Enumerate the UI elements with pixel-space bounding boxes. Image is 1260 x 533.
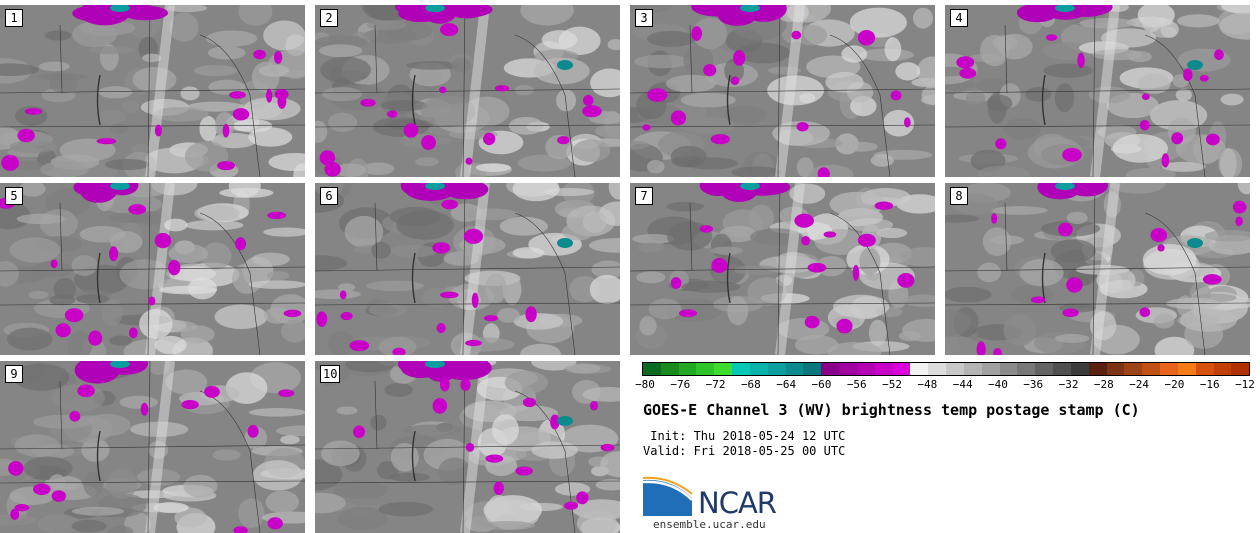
colorbar-swatch (981, 363, 1000, 375)
colorbar-swatch (1124, 363, 1143, 375)
logo-text: NCAR (698, 486, 777, 520)
colorbar-swatch (714, 363, 733, 375)
wv-map-3 (630, 5, 935, 177)
init-time: Init: Thu 2018-05-24 12 UTC (643, 429, 846, 443)
wv-map-7 (630, 183, 935, 355)
wv-map-1 (0, 5, 305, 177)
colorbar-tick-label: −44 (952, 378, 973, 391)
colorbar-tick-label: −48 (917, 378, 938, 391)
colorbar-swatch (839, 363, 857, 375)
colorbar-swatch (1035, 363, 1054, 375)
colorbar-swatch (963, 363, 982, 375)
colorbar-tick-label: −56 (846, 378, 867, 391)
colorbar-swatch (749, 363, 768, 375)
colorbar-tick-label: −20 (1164, 378, 1185, 391)
panel-label-1: 1 (5, 9, 23, 27)
colorbar-swatch (1177, 363, 1196, 375)
colorbar-tick-label: −68 (740, 378, 761, 391)
colorbar-tick-label: −76 (670, 378, 691, 391)
forecast-panel-6: 6 (315, 183, 620, 355)
colorbar-swatch (874, 363, 893, 375)
forecast-panel-2: 2 (315, 5, 620, 177)
colorbar-tick-label: −72 (705, 378, 726, 391)
colorbar-swatch (767, 363, 786, 375)
ncar-logo-icon (642, 476, 693, 516)
panel-label-6: 6 (320, 187, 338, 205)
forecast-panel-3: 3 (630, 5, 935, 177)
colorbar-swatch (643, 363, 661, 375)
panel-label-3: 3 (635, 9, 653, 27)
colorbar-swatch (660, 363, 679, 375)
panel-label-9: 9 (5, 365, 23, 383)
colorbar-swatch (696, 363, 715, 375)
colorbar-tick-label: −64 (776, 378, 797, 391)
colorbar-tick-label: −16 (1199, 378, 1220, 391)
colorbar-swatch (1142, 363, 1161, 375)
colorbar-swatch (803, 363, 822, 375)
wv-map-6 (315, 183, 620, 355)
forecast-panel-5: 5 (0, 183, 305, 355)
colorbar-swatch (910, 363, 929, 375)
colorbar-tick-label: −28 (1093, 378, 1114, 391)
colorbar-swatch (856, 363, 875, 375)
colorbar-tick-label: −60 (811, 378, 832, 391)
forecast-panel-1: 1 (0, 5, 305, 177)
colorbar-swatch (1160, 363, 1178, 375)
colorbar-tick-label: −36 (1023, 378, 1044, 391)
colorbar-tick-label: −52 (882, 378, 902, 391)
colorbar-swatch (1017, 363, 1036, 375)
colorbar-swatch (821, 363, 840, 375)
colorbar-swatch (1053, 363, 1071, 375)
colorbar-swatch (1070, 363, 1089, 375)
valid-time: Valid: Fri 2018-05-25 00 UTC (643, 444, 846, 458)
colorbar-swatch (785, 363, 804, 375)
forecast-panel-9: 9 (0, 361, 305, 533)
logo-url: ensemble.ucar.edu (653, 518, 766, 531)
panel-label-8: 8 (950, 187, 968, 205)
panel-label-7: 7 (635, 187, 653, 205)
panel-label-5: 5 (5, 187, 23, 205)
wv-map-4 (945, 5, 1250, 177)
colorbar-swatch (928, 363, 947, 375)
colorbar-swatch (1106, 363, 1125, 375)
colorbar-swatch (1088, 363, 1107, 375)
colorbar-tick-label: −40 (988, 378, 1008, 391)
wv-map-8 (945, 183, 1250, 355)
wv-map-10 (315, 361, 620, 533)
colorbar-tick-label: −12 (1235, 378, 1255, 391)
panel-label-2: 2 (320, 9, 338, 27)
colorbar-ticks: −80 −76 −72 −68 −64 −60 −56 −52 −48 −44 −40 −36 −32 −… (635, 378, 1255, 392)
forecast-panel-8: 8 (945, 183, 1250, 355)
colorbar-swatch (946, 363, 964, 375)
colorbar-tick-label: −80 (635, 378, 655, 391)
forecast-panel-4: 4 (945, 5, 1250, 177)
wv-map-5 (0, 183, 305, 355)
colorbar-tick-label: −24 (1129, 378, 1150, 391)
colorbar-swatch (1195, 363, 1214, 375)
panel-label-4: 4 (950, 9, 968, 27)
forecast-panel-10: 10 (315, 361, 620, 533)
time-info: Init: Thu 2018-05-24 12 UTC Valid: Fri 2… (643, 429, 845, 459)
colorbar-tick-label: −32 (1058, 378, 1079, 391)
colorbar-swatch (678, 363, 697, 375)
colorbar-swatch (892, 363, 911, 375)
colorbar-swatch (999, 363, 1018, 375)
wv-map-2 (315, 5, 620, 177)
colorbar-swatch (1213, 363, 1232, 375)
colorbar-swatch (732, 363, 750, 375)
product-title: GOES-E Channel 3 (WV) brightness temp po… (643, 401, 1140, 419)
wv-map-9 (0, 361, 305, 533)
forecast-panel-7: 7 (630, 183, 935, 355)
colorbar (642, 362, 1250, 376)
colorbar-swatch (1231, 363, 1250, 375)
panel-label-10: 10 (320, 365, 341, 383)
